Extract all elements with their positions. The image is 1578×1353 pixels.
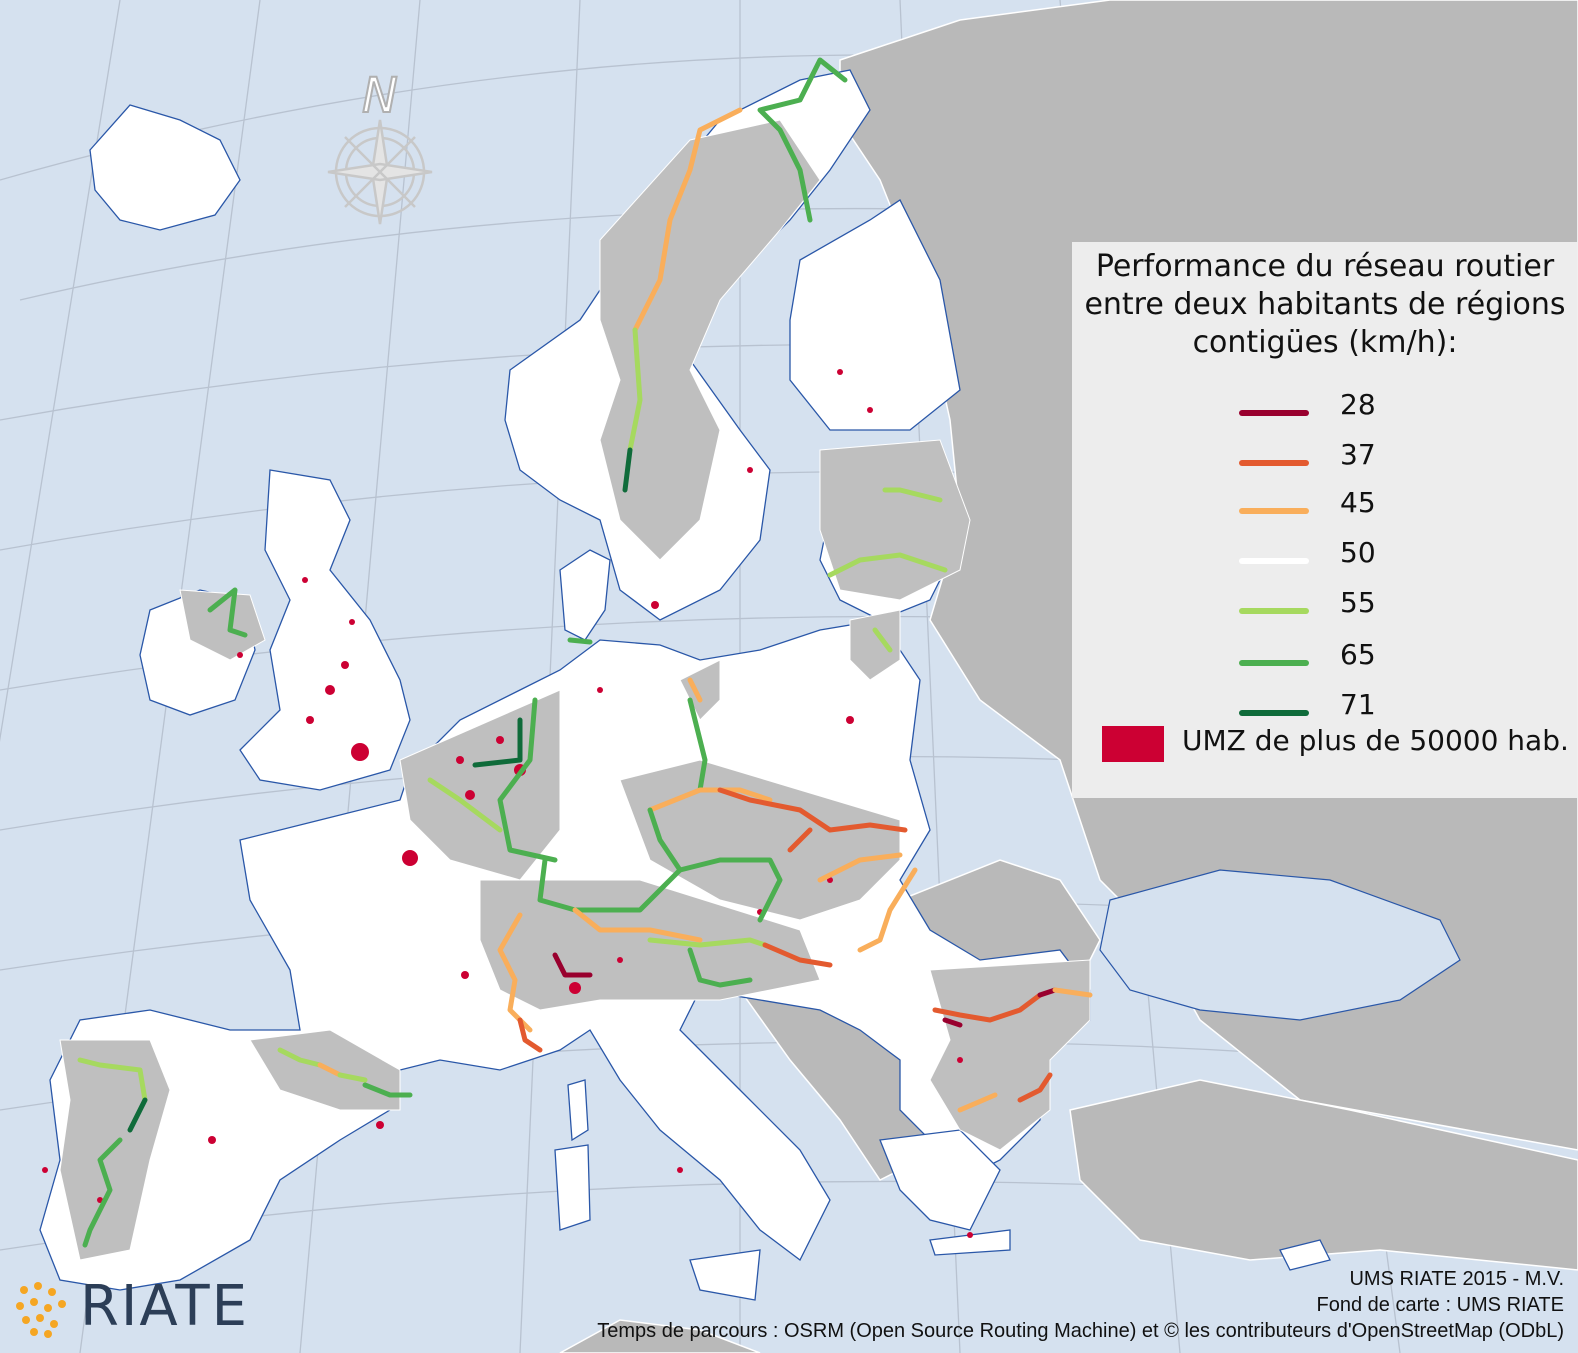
legend-title-line: Performance du réseau routier [1095,249,1555,284]
link-65 [687,697,708,793]
compass-north-label: N [362,68,398,124]
umz-urban-zones [42,369,973,1238]
link-55 [627,327,643,453]
sicily [689,1249,761,1301]
link-71 [472,717,523,768]
umz-swatch [1102,726,1164,762]
north-africa [559,1319,761,1353]
link-37 [787,827,813,853]
link-45 [497,912,533,1033]
link-71 [127,1097,148,1133]
link-45 [632,107,743,333]
link-55 [77,1057,148,1103]
legend-value: 28 [1340,388,1376,421]
legend-value: 71 [1340,688,1376,721]
crete [929,1229,1011,1256]
link-65 [647,807,783,923]
legend-title-line: contigües (km/h): [1192,325,1458,360]
legend-line-swatch [1239,660,1309,666]
link-37 [932,992,1043,1023]
cyprus [1279,1239,1331,1271]
umz-label: UMZ de plus de 50000 hab. [1182,724,1569,757]
road-performance-links [77,57,1093,1248]
link-28 [942,987,1058,1028]
link-71 [622,447,633,493]
link-37 [517,1017,543,1053]
legend-umz: UMZ de plus de 50000 hab. [1102,724,1572,766]
link-28 [552,952,593,978]
legend-line-swatch [1239,710,1309,716]
black-sea [1099,869,1461,1021]
riate-logo: RIATE [14,1274,284,1340]
riate-logo-dots-icon [16,1282,66,1338]
legend-item: 50 [1072,536,1578,580]
legend-item: 71 [1072,688,1578,732]
link-65 [757,57,848,223]
link-65 [567,637,593,645]
link-45 [572,907,703,943]
great-britain [239,469,411,791]
link-37 [762,942,833,968]
link-65 [497,697,558,863]
credit-line-basemap: Fond de carte : UMS RIATE [1316,1294,1565,1316]
link-37 [1017,1072,1053,1103]
link-45 [1052,987,1093,998]
link-65 [207,587,248,638]
link-45 [817,852,903,883]
legend-title: Performance du réseau routier entre deux… [1072,248,1578,362]
finland [789,199,961,431]
legend-item: 37 [1072,438,1578,482]
denmark [559,549,611,641]
link-45 [857,867,918,953]
link-45 [957,1092,998,1113]
credit-line-author: UMS RIATE 2015 - M.V. [1349,1268,1564,1290]
link-65 [362,1082,413,1098]
link-55 [882,487,943,503]
credits: UMS RIATE 2015 - M.V. Fond de carte : UM… [597,1266,1564,1344]
legend-item: 28 [1072,388,1578,432]
iceland [89,104,241,231]
compass-rose [327,119,433,225]
credit-line-sources: Temps de parcours : OSRM (Open Source Ro… [597,1320,1564,1342]
legend-value: 37 [1340,438,1376,471]
sardinia [554,1144,591,1231]
link-55 [277,1047,323,1068]
riate-logo-text: RIATE [80,1274,249,1339]
legend-item: 55 [1072,586,1578,630]
link-55 [872,627,893,653]
link-55 [427,777,503,833]
legend-line-swatch [1239,460,1309,466]
legend-title-line: entre deux habitants de régions [1084,287,1566,322]
legend-item: 65 [1072,638,1578,682]
legend-line-swatch [1239,508,1309,514]
legend: Performance du réseau routier entre deux… [1072,242,1578,798]
link-65 [687,947,753,988]
legend-item: 45 [1072,486,1578,530]
link-55 [827,552,948,578]
link-55 [337,1072,368,1083]
legend-value: 55 [1340,586,1376,619]
legend-line-swatch [1239,410,1309,416]
corsica [567,1079,589,1142]
legend-line-swatch [1239,558,1309,564]
link-65 [82,1137,123,1248]
link-55 [647,937,768,948]
legend-value: 65 [1340,638,1376,671]
link-45 [317,1062,343,1078]
legend-value: 45 [1340,486,1376,519]
link-45 [687,677,703,703]
link-37 [717,787,908,833]
legend-value: 50 [1340,536,1376,569]
turkey [1069,1079,1578,1271]
legend-line-swatch [1239,608,1309,614]
